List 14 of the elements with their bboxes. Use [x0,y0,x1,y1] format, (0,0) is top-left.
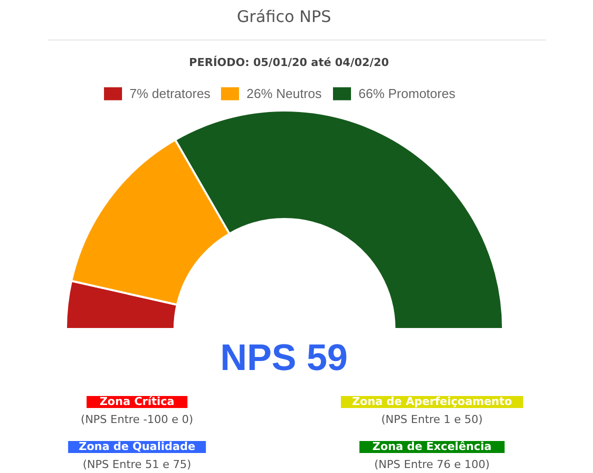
text: Zona Crítica [100,395,174,408]
text: (NPS Entre 76 e 100) [374,458,490,471]
legend-label: 26% Neutros [246,86,322,101]
chart-subtitle: PERÍODO: 05/01/20 até 04/02/20 [189,55,390,69]
text: (NPS Entre 1 e 50) [381,413,483,426]
chart-title: Gráfico NPS [236,7,332,26]
text: Zona de Qualidade [78,440,196,453]
text: (NPS Entre 51 e 75) [82,458,192,471]
text: (NPS Entre -100 e 0) [80,413,194,426]
text: Zona de Aperfeiçoamento [352,395,513,408]
legend-label: 7% detratores [130,86,211,101]
text: Zona de Excelência [372,440,492,453]
text: NPS 59 [220,337,348,378]
legend-label: 66% Promotores [358,86,456,101]
